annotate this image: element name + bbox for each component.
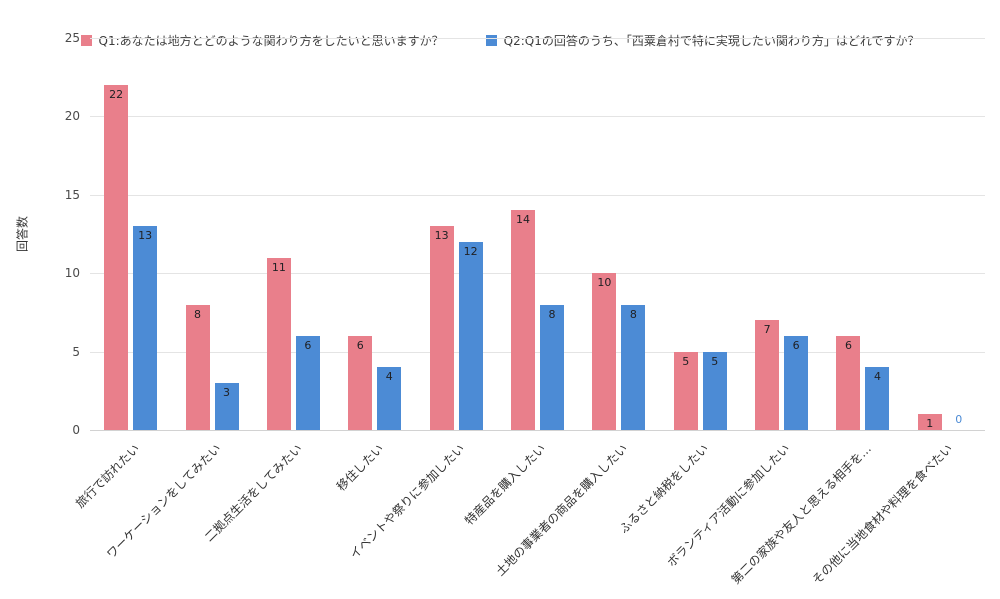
y-tick-label: 0 (72, 423, 80, 437)
x-axis-label: 土地の事業者の商品を購入したい (492, 441, 631, 579)
bar-series-2: 8 (539, 304, 564, 430)
bar-series-1: 22 (104, 85, 129, 430)
bar-series-1: 6 (348, 335, 373, 430)
legend-item: Q2:Q1の回答のうち、「西粟倉村で特に実現したい関わり方」はどれですか？ (485, 32, 920, 49)
bar-value-label: 5 (711, 354, 719, 368)
bar-series-2: 3 (214, 382, 239, 430)
gridline (90, 116, 985, 118)
bar-group: 11 6 (253, 38, 334, 430)
legend-label: Q1:あなたは地方とどのような関わり方をしたいと思いますか？ (98, 34, 444, 48)
bar-series-1: 11 (266, 257, 291, 430)
bar-group: 14 8 (497, 38, 578, 430)
bar-value-label: 8 (548, 307, 556, 321)
bar-value-label: 0 (955, 413, 963, 426)
x-axis-label: 移住したい (333, 441, 387, 494)
y-tick-label: 25 (64, 31, 80, 45)
bar-series-2: 5 (702, 351, 727, 430)
gridline (90, 38, 985, 39)
bar-series-1: 13 (429, 226, 454, 430)
bar-value-label: 12 (463, 244, 478, 258)
bar-series-2: 4 (865, 367, 890, 430)
bar-value-label: 11 (271, 260, 286, 274)
bar-value-label: 6 (356, 338, 364, 352)
x-axis-label: 第二の家族や友人と思える相手を… (728, 441, 875, 587)
legend-item: Q1:あなたは地方とどのような関わり方をしたいと思いますか？ (80, 32, 444, 49)
bar-group: 10 8 (578, 38, 659, 430)
bar-group: 13 12 (415, 38, 496, 430)
bar-series-2: 8 (621, 304, 646, 430)
y-tick-label: 5 (72, 344, 80, 359)
bar-series-1: 5 (673, 351, 698, 430)
x-axis-label: その他に当地食材や料理を食べたい (809, 441, 956, 588)
bar-value-label: 6 (304, 338, 312, 352)
bar-value-label: 6 (792, 338, 800, 352)
bar-value-label: 8 (194, 307, 202, 321)
bar-series-2: 6 (295, 335, 320, 430)
legend-swatch-icon (485, 35, 497, 46)
legend-swatch-icon (80, 35, 92, 46)
bar-group: 22 13 (90, 38, 171, 430)
bar-value-label: 14 (515, 213, 530, 227)
bar-series-1: 14 (510, 210, 535, 430)
bar-value-label: 22 (109, 88, 124, 102)
bar-value-label: 8 (629, 307, 637, 321)
bar-series-2: 6 (784, 335, 809, 430)
bar-value-label: 6 (844, 338, 852, 352)
y-tick-label: 15 (64, 187, 80, 202)
bar-value-label: 1 (926, 417, 934, 431)
bar-value-label: 5 (682, 354, 690, 368)
gridline (90, 351, 985, 353)
bar-value-label: 10 (597, 276, 612, 290)
bar-value-label: 7 (763, 323, 771, 337)
gridline (90, 194, 985, 196)
bar-series-2: 13 (133, 226, 158, 430)
bar-series-1: 6 (836, 335, 861, 430)
bar-value-label: 4 (873, 370, 881, 384)
bar-series-1: 1 (917, 414, 942, 430)
bar-series-1: 10 (592, 273, 617, 430)
x-axis-line (90, 430, 985, 431)
y-tick-label: 20 (64, 109, 80, 124)
legend-label: Q2:Q1の回答のうち、「西粟倉村で特に実現したい関わり方」はどれですか？ (503, 34, 920, 48)
bar-value-label: 3 (223, 385, 231, 399)
bar-series-1: 7 (755, 320, 780, 430)
bar-value-label: 4 (385, 370, 393, 384)
bar-value-label: 13 (138, 229, 153, 243)
bar-value-label: 13 (434, 229, 449, 243)
x-axis-label: 特産品を購入したい (462, 441, 549, 528)
bar-series-2: 12 (458, 241, 483, 430)
y-axis-title: 回答数 (15, 215, 30, 253)
bar-series-2: 4 (377, 367, 402, 430)
legend: Q1:あなたは地方とどのような関わり方をしたいと思いますか？ Q2:Q1の回答のう… (0, 32, 1000, 49)
gridline (90, 273, 985, 275)
x-axis-label: 旅行で訪れたい (72, 441, 143, 511)
y-tick-label: 10 (64, 266, 80, 281)
bar-series-1: 8 (185, 304, 210, 430)
